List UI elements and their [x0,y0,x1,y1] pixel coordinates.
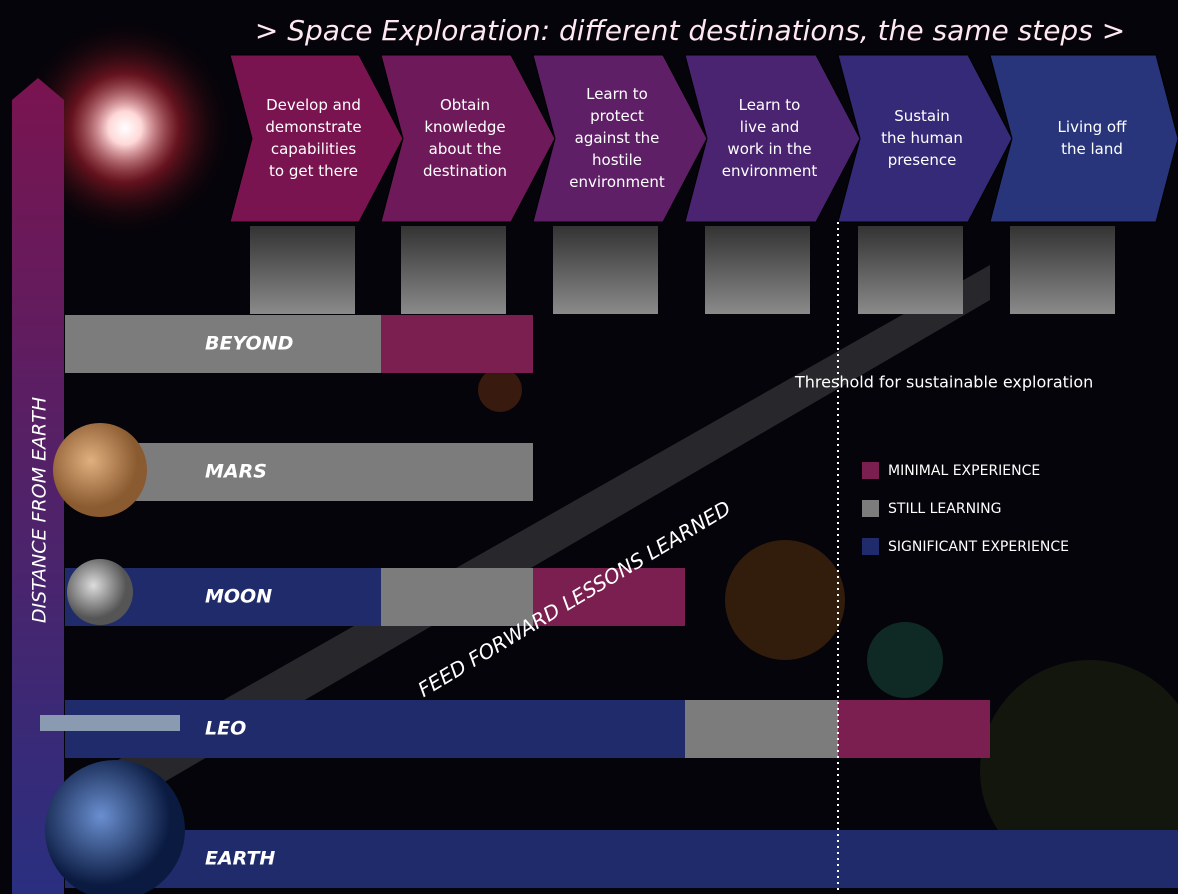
step-text: Learn to [586,85,648,103]
step-text: knowledge [424,118,505,136]
step-photo [1010,226,1115,314]
experience-segment [381,443,533,501]
step-text: demonstrate [265,118,361,136]
row-label: LEO [205,718,246,740]
step-text: work in the [727,140,811,158]
row-label: MOON [205,586,272,608]
step-text: the land [1061,140,1123,158]
step-photo [401,226,506,314]
experience-segment [990,830,1178,888]
legend-swatch [862,462,879,479]
experience-segment [533,830,685,888]
moon-icon [67,559,133,625]
step-text: against the [575,129,660,147]
step-text: environment [722,162,818,180]
step-photo [553,226,658,314]
step-text: Learn to [739,96,801,114]
step-text: environment [569,173,665,191]
step-chevron [990,55,1178,222]
step-text: presence [888,151,957,169]
experience-segment [381,568,533,626]
axis-label: DISTANCE FROM EARTH [29,397,51,623]
experience-segment [838,830,990,888]
step-text: to get there [269,162,358,180]
step-text: Living off [1058,118,1128,136]
iss-icon [40,715,180,731]
legend-label: STILL LEARNING [888,501,1002,517]
legend-label: MINIMAL EXPERIENCE [888,463,1040,479]
step-text: capabilities [271,140,356,158]
step-chevrons: Develop and demonstrate capabilities to get… [230,55,1178,222]
experience-segment [381,830,533,888]
step-text: about the [429,140,502,158]
threshold-label: Threshold for sustainable exploration [794,373,1093,392]
legend-swatch [862,538,879,555]
row-label: BEYOND [205,333,293,355]
step-photo [705,226,810,314]
step-photo [858,226,963,314]
infographic: DISTANCE FROM EARTH > Space Exploration:… [0,0,1178,894]
step-text: hostile [592,151,642,169]
step-text: live and [740,118,799,136]
legend-label: SIGNIFICANT EXPERIENCE [888,539,1069,555]
title: > Space Exploration: different destinati… [255,14,1125,47]
step-text: Develop and [266,96,361,114]
step-text: protect [590,107,644,125]
step-text: Sustain [894,107,950,125]
row-label: EARTH [205,848,275,870]
experience-segment [685,830,838,888]
step-text: destination [423,162,507,180]
experience-segment [381,315,533,373]
step-photo [250,226,355,314]
step-text: the human [881,129,963,147]
experience-segment [381,700,533,758]
lens-flare [725,540,845,660]
step-text: Obtain [440,96,490,114]
experience-segment [685,700,838,758]
row-label: MARS [205,461,267,483]
earth-icon [45,760,185,894]
mars-icon [53,423,147,517]
lens-flare [478,368,522,412]
experience-segment [838,700,990,758]
lens-flare [867,622,943,698]
legend-swatch [862,500,879,517]
experience-segment [533,700,685,758]
page: {"title": "> Space Exploration: differen… [0,0,1178,894]
